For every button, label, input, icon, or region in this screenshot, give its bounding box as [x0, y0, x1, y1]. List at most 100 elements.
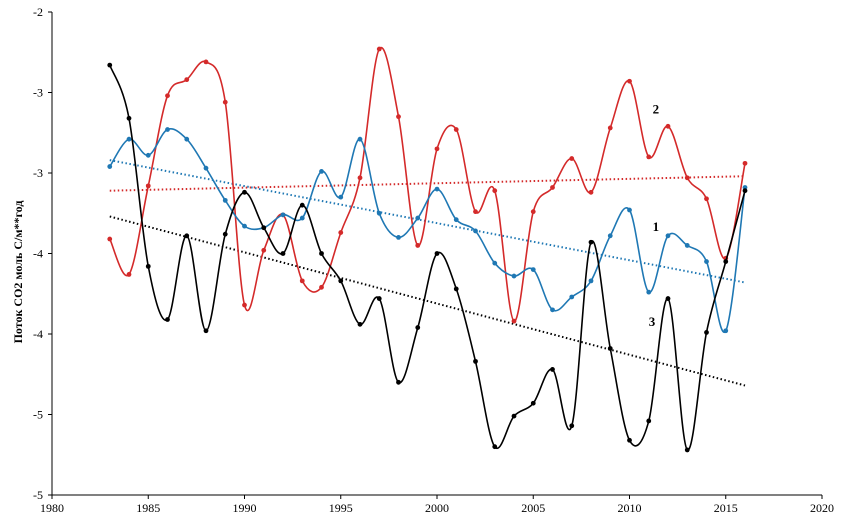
series-lines [107, 46, 748, 453]
trend-line-series-3 [109, 215, 746, 387]
point-series-1 [588, 278, 594, 284]
point-series-3 [319, 251, 324, 256]
point-series-2 [376, 46, 382, 52]
point-series-2 [492, 188, 498, 194]
point-series-2 [627, 78, 632, 84]
point-series-2 [511, 318, 517, 324]
point-series-3 [453, 286, 459, 292]
x-tick-label: 2000 [425, 501, 449, 515]
point-series-2 [415, 243, 421, 248]
point-series-1 [319, 168, 324, 174]
point-series-3 [203, 328, 209, 334]
point-series-3 [126, 115, 132, 121]
trend-lines [109, 159, 746, 387]
line-series-3 [109, 64, 746, 451]
y-axis-title: Поток CO2 моль C/м**год [11, 201, 25, 344]
point-series-3 [434, 251, 440, 256]
point-series-1 [550, 307, 555, 313]
point-series-1 [607, 233, 613, 239]
point-series-2 [299, 278, 305, 284]
point-series-3 [165, 317, 170, 322]
point-series-2 [165, 93, 170, 99]
point-series-2 [338, 230, 344, 235]
point-series-1 [473, 228, 478, 234]
point-series-2 [684, 175, 690, 181]
point-series-1 [704, 259, 709, 264]
point-series-2 [203, 59, 209, 65]
point-series-2 [569, 156, 575, 161]
y-tick-label: -3 [33, 166, 43, 180]
point-series-3 [627, 437, 632, 443]
point-series-2 [434, 146, 440, 152]
point-series-2 [222, 99, 228, 105]
point-series-1 [569, 294, 575, 300]
point-series-3 [742, 188, 748, 194]
point-series-2 [665, 123, 671, 129]
point-series-3 [665, 296, 671, 301]
point-series-1 [280, 212, 286, 218]
x-tick-label: 1980 [40, 501, 64, 515]
line-series-2 [109, 46, 746, 322]
point-series-2 [742, 160, 748, 166]
point-series-3 [107, 62, 113, 68]
point-series-1 [107, 164, 113, 169]
point-series-3 [723, 259, 729, 264]
point-series-2 [588, 189, 594, 195]
point-series-3 [492, 444, 498, 450]
point-series-2 [453, 127, 459, 132]
point-series-3 [473, 358, 478, 364]
point-series-1 [434, 186, 440, 192]
point-series-1 [665, 233, 671, 239]
point-series-1 [415, 215, 421, 221]
point-series-2 [242, 302, 247, 308]
point-series-3 [280, 251, 286, 256]
x-tick-label: 2010 [618, 501, 642, 515]
point-series-1 [723, 328, 729, 334]
y-tick-label: -5 [33, 408, 43, 422]
x-tick-label: 2005 [521, 501, 545, 515]
point-series-3 [222, 231, 228, 237]
point-series-1 [492, 260, 498, 266]
point-series-2 [607, 125, 613, 131]
point-series-1 [396, 235, 401, 240]
point-series-2 [261, 247, 267, 253]
x-tick-label: 1995 [329, 501, 353, 515]
series-label-2: 2 [653, 101, 660, 116]
point-series-3 [511, 413, 517, 419]
point-series-2 [357, 175, 363, 181]
point-series-1 [453, 217, 459, 223]
point-series-1 [165, 127, 170, 132]
point-series-2 [646, 154, 652, 160]
point-series-3 [338, 278, 344, 284]
point-series-3 [415, 325, 421, 330]
point-series-3 [684, 447, 690, 453]
point-series-1 [222, 197, 228, 203]
point-series-2 [530, 209, 536, 215]
x-tick-label: 1985 [136, 501, 160, 515]
point-series-1 [126, 136, 132, 142]
point-series-3 [530, 400, 536, 406]
point-series-1 [299, 215, 305, 221]
y-tick-label: -2 [33, 5, 43, 19]
point-series-1 [530, 267, 536, 272]
point-series-1 [242, 223, 247, 229]
point-series-3 [704, 329, 709, 335]
y-tick-label: -5 [33, 488, 43, 502]
series-label-1: 1 [653, 219, 660, 234]
x-tick-label: 2020 [810, 501, 834, 515]
point-series-1 [376, 210, 382, 216]
point-series-3 [299, 202, 305, 208]
point-series-3 [588, 239, 594, 245]
point-series-2 [319, 284, 324, 290]
point-series-2 [107, 236, 113, 242]
point-series-2 [184, 77, 190, 83]
point-series-1 [627, 207, 632, 213]
point-series-3 [145, 263, 151, 269]
point-series-3 [261, 225, 267, 231]
point-series-3 [550, 367, 555, 372]
point-series-3 [242, 189, 247, 195]
point-series-1 [184, 136, 190, 142]
point-series-2 [473, 209, 478, 215]
point-series-1 [145, 152, 151, 158]
